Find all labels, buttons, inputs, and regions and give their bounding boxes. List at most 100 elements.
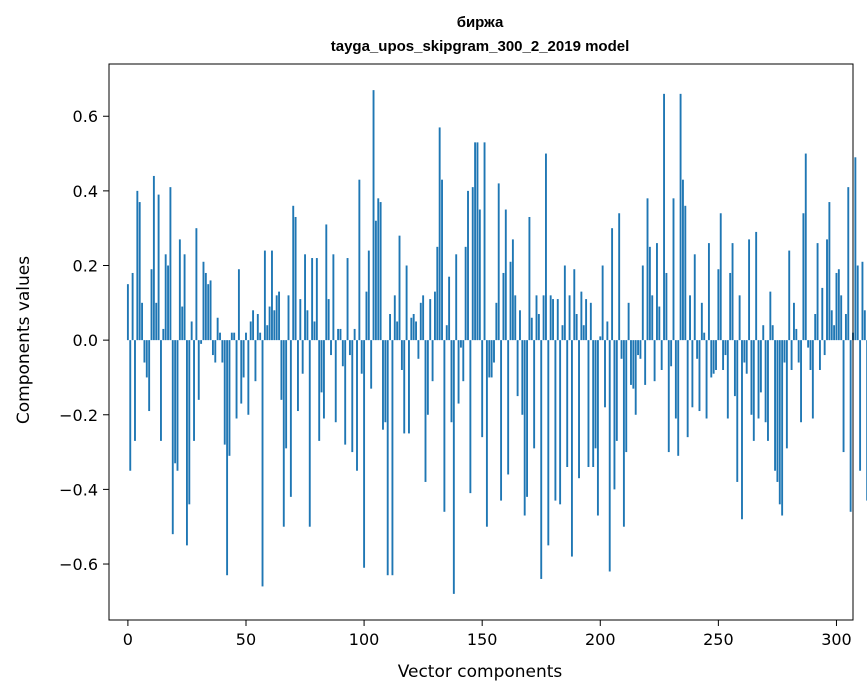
bar [476,142,479,341]
bars-group [126,90,867,594]
bar [311,258,314,341]
bar [509,261,512,341]
bar [136,190,139,341]
bar [561,325,564,341]
bar [781,340,784,516]
bar [545,153,547,341]
bar [767,340,769,441]
bar [785,340,788,449]
bar [771,325,774,341]
bar [700,302,703,341]
bar [261,340,264,587]
bar [304,254,306,341]
bar [703,332,706,341]
bar [308,340,311,527]
bar [549,295,552,341]
bar [741,340,743,520]
bar [204,272,207,341]
bar [374,220,377,341]
bar [596,340,599,516]
bar [188,340,191,505]
bar [221,340,224,363]
bar [410,317,413,341]
bar [457,340,460,404]
bar [493,340,495,363]
bar [568,295,571,341]
bar [556,299,559,341]
bar [684,205,687,341]
bar [641,265,644,341]
bar [471,187,474,341]
bar [625,340,628,453]
bar [828,202,831,341]
bar [585,299,588,341]
bar [464,246,467,341]
bar [800,340,802,423]
bar [639,340,642,359]
bar [514,295,517,341]
chart-title-group: биржа tayga_upos_skipgram_300_2_2019 mod… [331,14,630,55]
bar [523,340,526,516]
bar [811,340,814,419]
bar [575,314,578,341]
bar [667,340,670,453]
bar [332,254,335,341]
bar [160,340,162,441]
bar [570,340,573,557]
bar [563,265,566,341]
bar [202,261,205,341]
bar [485,340,488,527]
bar [327,299,330,341]
bar [429,299,432,341]
bar [155,302,158,341]
bar [216,317,219,341]
bar [656,243,658,341]
bar [431,340,434,382]
chart-subtitle: tayga_upos_skipgram_300_2_2019 model [331,38,630,55]
bar [762,325,765,341]
bar [299,299,302,341]
bar [637,340,640,356]
bar [809,340,812,370]
bar [280,340,283,400]
bar [384,340,387,423]
x-tick-label: 200 [585,630,616,649]
bar [821,287,824,341]
bar [731,243,734,341]
bar [322,340,325,419]
bar [757,340,760,419]
bar [719,213,722,341]
bar [840,295,843,341]
bar [403,340,406,434]
bar [422,295,425,341]
bar [417,340,420,359]
bar [367,250,370,341]
bar [632,340,635,389]
bar [844,314,847,341]
bar [615,340,618,441]
bar [537,314,540,341]
bar [710,340,713,378]
bar [847,187,850,341]
bar [474,142,477,341]
bar [242,340,245,378]
bar [372,90,375,341]
bar [337,328,340,341]
bar [573,269,576,341]
bar [249,321,252,341]
bar [705,340,708,419]
bar [266,325,269,341]
bar [356,340,358,471]
x-tick-label: 150 [467,630,498,649]
bar [131,272,134,341]
bar [802,213,805,341]
bar [672,198,675,341]
bar [438,127,441,341]
bar [287,295,290,341]
bar [854,157,857,341]
bar [200,340,203,344]
bar [769,291,772,341]
bar [618,213,621,341]
bar [698,340,701,412]
bar [566,340,569,468]
